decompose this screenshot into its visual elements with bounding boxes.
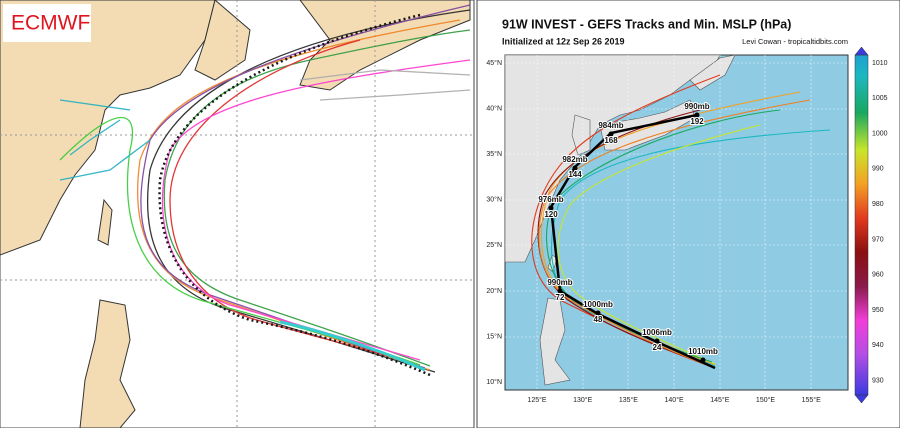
hour-label: 144	[568, 170, 582, 179]
colorbar-label: 990	[872, 166, 884, 173]
init-time: Initialized at 12z Sep 26 2019	[502, 36, 625, 46]
colorbar-label: 970	[872, 236, 884, 243]
track-point	[572, 165, 578, 171]
lat-label: 10°N	[486, 378, 502, 386]
pressure-label: 1006mb	[642, 328, 672, 337]
colorbar-label: 980	[872, 201, 884, 208]
lon-label: 130°E	[573, 396, 592, 404]
track-point	[557, 288, 563, 294]
lat-label: 15°N	[486, 332, 502, 340]
lat-label: 20°N	[486, 287, 502, 295]
lat-label: 35°N	[486, 150, 502, 158]
hour-label: 120	[544, 210, 558, 219]
credit: Levi Cowan - tropicaltidbits.com	[742, 37, 848, 46]
lat-label: 25°N	[486, 241, 502, 249]
colorbar-label: 950	[872, 307, 884, 314]
hour-label: 72	[556, 293, 565, 302]
pressure-label: 976mb	[538, 195, 563, 204]
track-point	[694, 112, 700, 118]
lon-label: 140°E	[665, 396, 684, 404]
lat-label: 40°N	[486, 104, 502, 112]
lat-label: 45°N	[486, 59, 502, 67]
pressure-label: 990mb	[547, 278, 572, 287]
hour-label: 24	[653, 343, 662, 352]
ecmwf-map: ECMWF	[0, 0, 475, 428]
lon-label: 150°E	[756, 396, 775, 404]
track-point	[595, 310, 601, 316]
pressure-label: 990mb	[684, 102, 709, 111]
gefs-panel: 91W INVEST - GEFS Tracks and Min. MSLP (…	[476, 0, 900, 428]
track-point	[608, 131, 614, 137]
lon-label: 155°E	[802, 396, 821, 404]
track-point	[654, 338, 660, 344]
lon-label: 135°E	[619, 396, 638, 404]
colorbar-label: 1005	[872, 95, 888, 102]
title: 91W INVEST - GEFS Tracks and Min. MSLP (…	[502, 17, 791, 31]
track-point	[700, 357, 706, 363]
colorbar-label: 960	[872, 272, 884, 279]
hour-label: 168	[604, 136, 618, 145]
colorbar-label: 930	[872, 378, 884, 385]
pressure-label: 984mb	[598, 121, 623, 130]
lon-label: 145°E	[710, 396, 729, 404]
lon-label: 125°E	[527, 396, 546, 404]
pressure-label: 1000mb	[583, 300, 613, 309]
colorbar-label: 1010	[872, 60, 888, 67]
hour-label: 48	[594, 315, 603, 324]
model-label: ECMWF	[11, 12, 90, 35]
colorbar-label: 1000	[872, 130, 888, 137]
pressure-label: 1010mb	[688, 347, 718, 356]
track-point	[548, 205, 554, 211]
pressure-label: 982mb	[562, 155, 587, 164]
lat-label: 30°N	[486, 196, 502, 204]
colorbar-label: 940	[872, 342, 884, 349]
hour-label: 192	[690, 117, 704, 126]
